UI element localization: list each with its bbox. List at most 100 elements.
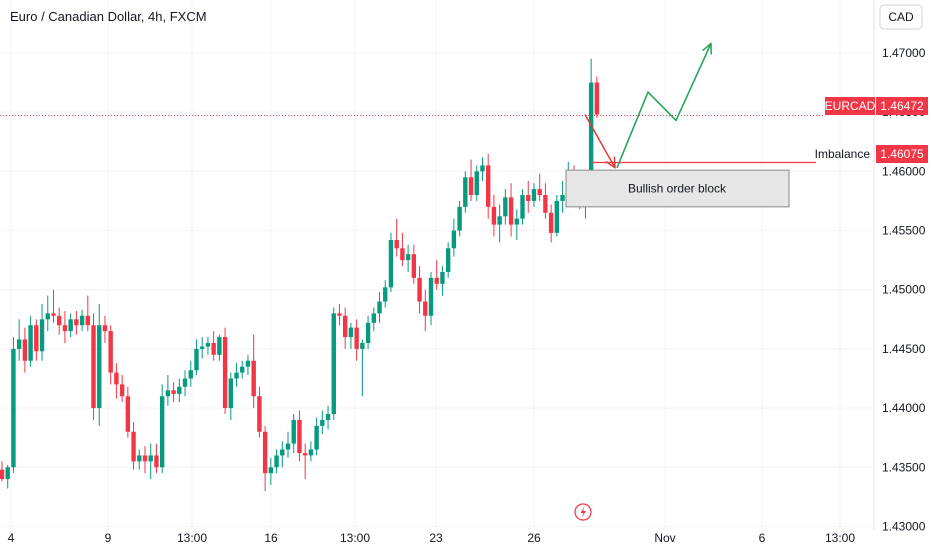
candle bbox=[51, 289, 56, 323]
currency-button[interactable]: CAD bbox=[879, 4, 923, 30]
candle bbox=[417, 266, 422, 314]
projection-down-line bbox=[584, 114, 616, 169]
candle bbox=[388, 232, 394, 293]
candle bbox=[457, 200, 462, 237]
candle-body bbox=[440, 271, 445, 284]
candle bbox=[34, 319, 39, 361]
candle-body bbox=[486, 165, 491, 207]
candle bbox=[262, 425, 268, 491]
price-axis[interactable]: 1.470001.465001.460001.455001.450001.445… bbox=[882, 46, 926, 533]
candle bbox=[325, 405, 331, 430]
candle bbox=[108, 325, 113, 385]
candle bbox=[188, 360, 193, 387]
candle-body bbox=[285, 443, 291, 450]
candle bbox=[182, 370, 188, 397]
time-tick-label: 13:00 bbox=[825, 531, 855, 545]
candle bbox=[440, 266, 445, 296]
candle-body bbox=[308, 449, 314, 456]
candle-body bbox=[383, 287, 388, 302]
candle bbox=[480, 157, 485, 181]
candle bbox=[423, 289, 428, 332]
candle bbox=[39, 303, 45, 361]
candle bbox=[274, 449, 279, 474]
candle bbox=[360, 339, 365, 397]
candle-body bbox=[348, 327, 354, 338]
candle-body bbox=[360, 342, 365, 349]
candle-body bbox=[142, 455, 148, 462]
candle-body bbox=[228, 378, 233, 409]
price-tick-label: 1.43500 bbox=[882, 460, 926, 474]
candle bbox=[217, 334, 222, 361]
candle bbox=[343, 307, 348, 349]
candle-body bbox=[34, 325, 39, 352]
candle-body bbox=[131, 431, 136, 462]
candle bbox=[560, 180, 565, 213]
candle bbox=[200, 337, 205, 359]
candle bbox=[5, 464, 10, 489]
candle-body bbox=[234, 372, 239, 379]
candle-body bbox=[320, 419, 325, 426]
candle-body bbox=[337, 313, 342, 316]
candles[interactable] bbox=[0, 58, 600, 491]
candle-body bbox=[354, 327, 359, 349]
candle bbox=[537, 173, 542, 201]
candle-body bbox=[165, 390, 171, 397]
candle bbox=[125, 386, 131, 438]
price-tick-label: 1.45500 bbox=[882, 224, 926, 238]
candle bbox=[68, 313, 73, 338]
candle-body bbox=[405, 254, 411, 261]
candle-body bbox=[325, 414, 331, 420]
price-label: EURCAD 1.46472 bbox=[825, 97, 928, 115]
candle bbox=[371, 307, 376, 332]
candle bbox=[297, 410, 302, 462]
candle bbox=[486, 153, 491, 219]
candle-body bbox=[177, 386, 182, 394]
grid bbox=[0, 0, 874, 530]
candle bbox=[91, 313, 96, 420]
candle-body bbox=[45, 313, 50, 320]
lightning-icon[interactable] bbox=[574, 503, 592, 521]
candle bbox=[148, 443, 153, 480]
candle-body bbox=[97, 325, 102, 409]
candle-body bbox=[531, 189, 537, 201]
price-tick-label: 1.43000 bbox=[882, 519, 926, 533]
candle-body bbox=[194, 348, 199, 371]
candle-body bbox=[548, 212, 554, 233]
candle-body bbox=[428, 277, 434, 316]
candle-body bbox=[526, 195, 531, 201]
candle bbox=[222, 327, 228, 414]
candle-body bbox=[423, 301, 428, 316]
candle-body bbox=[16, 339, 22, 349]
candle bbox=[228, 372, 233, 420]
candle-body bbox=[291, 419, 296, 444]
candle-body bbox=[491, 206, 497, 225]
candle-body bbox=[451, 230, 457, 249]
candle bbox=[102, 315, 108, 343]
projection-up-line bbox=[616, 43, 712, 169]
candle-body bbox=[119, 384, 125, 397]
candle bbox=[428, 271, 434, 326]
candle bbox=[137, 449, 142, 470]
candle bbox=[194, 339, 199, 375]
candle bbox=[268, 457, 274, 486]
candle-body bbox=[302, 453, 308, 456]
candle-body bbox=[388, 240, 394, 288]
candle-body bbox=[520, 195, 525, 219]
candle-body bbox=[217, 337, 222, 355]
candle-body bbox=[274, 455, 279, 468]
candle bbox=[45, 295, 50, 332]
candle-body bbox=[503, 197, 508, 217]
candle bbox=[543, 183, 548, 219]
candle-body bbox=[445, 248, 451, 272]
candle-body bbox=[5, 467, 10, 480]
time-tick-label: 13:00 bbox=[177, 531, 207, 545]
candle bbox=[211, 331, 216, 361]
time-axis[interactable]: 4 9 13:00 16 13:00 23 26 Nov 6 13:00 bbox=[8, 531, 856, 545]
order-block-label: Bullish order block bbox=[628, 182, 727, 196]
candle-body bbox=[297, 419, 302, 454]
candle-body bbox=[257, 396, 262, 432]
chart-title: Euro / Canadian Dollar, 4h, FXCM bbox=[10, 9, 207, 24]
candle bbox=[97, 303, 102, 426]
candle bbox=[22, 327, 28, 373]
